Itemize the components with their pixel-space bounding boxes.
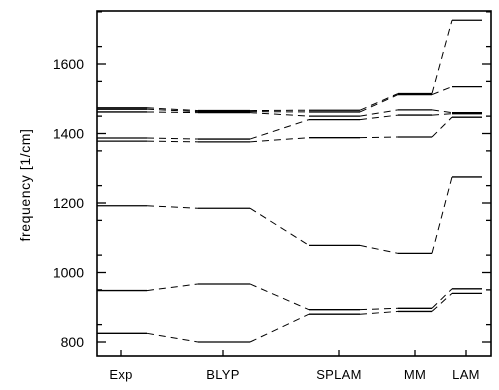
connector-line bbox=[432, 177, 452, 253]
level-lines bbox=[97, 20, 482, 342]
y-tick-label: 1400 bbox=[53, 126, 84, 142]
connector-line bbox=[432, 110, 452, 113]
connector-line bbox=[250, 208, 309, 245]
y-tick-label: 800 bbox=[61, 334, 85, 350]
y-tick-label: 1000 bbox=[53, 265, 84, 281]
y-tick-label: 1600 bbox=[53, 56, 84, 72]
connector-lines bbox=[147, 20, 452, 342]
connector-line bbox=[147, 141, 198, 142]
x-axis-labels: Exp BLYP SPLAM MM LAM bbox=[109, 350, 479, 382]
connector-line bbox=[360, 308, 398, 309]
x-category-label: SPLAM bbox=[316, 367, 362, 382]
axes bbox=[97, 11, 491, 356]
connector-line bbox=[432, 117, 452, 137]
y-axis-ticks: 800 1000 1200 1400 1600 bbox=[53, 12, 491, 350]
connector-line bbox=[360, 115, 398, 120]
x-category-label: BLYP bbox=[206, 367, 239, 382]
connector-line bbox=[432, 289, 452, 308]
connector-line bbox=[250, 113, 309, 116]
connector-line bbox=[147, 284, 198, 291]
connector-line bbox=[147, 138, 198, 139]
y-axis-title: frequency [1/cm] bbox=[17, 128, 33, 241]
connector-line bbox=[432, 87, 452, 95]
connector-line bbox=[432, 293, 452, 311]
y-tick-label: 1200 bbox=[53, 195, 84, 211]
connector-line bbox=[250, 138, 309, 142]
connector-line bbox=[147, 206, 198, 208]
connector-line bbox=[147, 112, 198, 113]
connector-line bbox=[250, 314, 309, 342]
connector-line bbox=[360, 95, 398, 112]
connector-line bbox=[250, 120, 309, 139]
connector-line bbox=[147, 333, 198, 342]
x-category-label: MM bbox=[404, 367, 426, 382]
connector-line bbox=[250, 284, 309, 310]
connector-line bbox=[360, 110, 398, 116]
connector-line bbox=[360, 245, 398, 253]
x-category-label: LAM bbox=[452, 367, 480, 382]
connector-line bbox=[360, 94, 398, 111]
plot-frame bbox=[97, 11, 491, 356]
connector-line bbox=[432, 114, 452, 115]
connector-line bbox=[360, 311, 398, 314]
connector-line bbox=[360, 137, 398, 138]
connector-line bbox=[432, 20, 452, 93]
x-category-label: Exp bbox=[109, 367, 132, 382]
